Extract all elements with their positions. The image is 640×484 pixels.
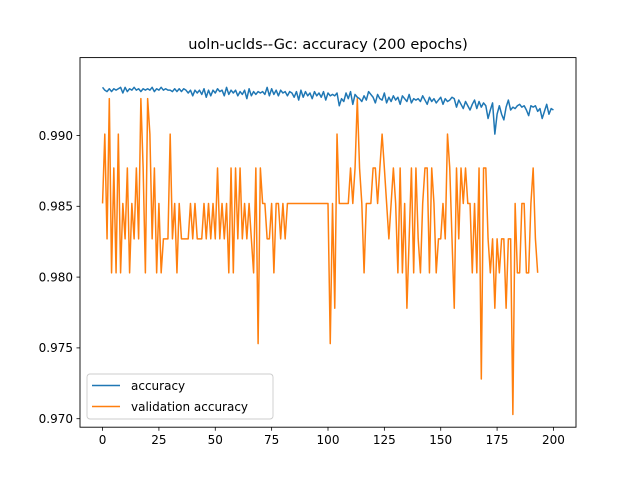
x-tick-label: 150 xyxy=(429,433,452,447)
plot-frame xyxy=(79,57,577,428)
chart-title: uoln-uclds--Gc: accuracy (200 epochs) xyxy=(188,37,468,53)
x-tick-label: 50 xyxy=(208,433,223,447)
x-tick-label: 75 xyxy=(264,433,279,447)
series-line-accuracy xyxy=(101,86,554,135)
y-tick-label: 0.985 xyxy=(39,200,73,214)
x-axis: 0 25 50 75 100 125 150 175 200 xyxy=(99,427,565,447)
legend-label-accuracy: accuracy xyxy=(131,379,185,393)
y-tick-label: 0.975 xyxy=(39,341,73,355)
y-axis: 0.970 0.975 0.980 0.985 0.990 xyxy=(39,129,80,426)
x-tick-label: 125 xyxy=(373,433,396,447)
legend: accuracy validation accuracy xyxy=(86,373,274,420)
plot-area xyxy=(101,86,554,416)
series-line-validation-accuracy xyxy=(101,97,539,416)
y-tick-label: 0.980 xyxy=(39,270,73,284)
legend-label-validation-accuracy: validation accuracy xyxy=(131,400,248,414)
y-tick-label: 0.970 xyxy=(39,412,73,426)
x-tick-label: 100 xyxy=(317,433,340,447)
x-tick-label: 25 xyxy=(151,433,166,447)
legend-box xyxy=(86,373,274,420)
x-tick-label: 0 xyxy=(99,433,107,447)
x-tick-label: 175 xyxy=(486,433,509,447)
x-tick-label: 200 xyxy=(542,433,565,447)
y-tick-label: 0.990 xyxy=(39,129,73,143)
